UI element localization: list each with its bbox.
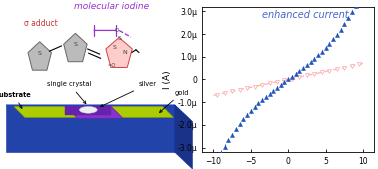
Polygon shape <box>6 105 175 152</box>
Text: S: S <box>38 51 42 56</box>
Text: S: S <box>112 45 116 50</box>
Text: N: N <box>122 50 127 55</box>
Y-axis label: I (A): I (A) <box>163 70 172 89</box>
Text: substrate: substrate <box>0 92 32 108</box>
Polygon shape <box>65 106 123 118</box>
Text: O: O <box>115 28 119 33</box>
Polygon shape <box>6 105 192 122</box>
Text: silver: silver <box>101 81 157 107</box>
Polygon shape <box>106 38 132 67</box>
Polygon shape <box>65 106 111 115</box>
Polygon shape <box>28 42 51 70</box>
Text: σ adduct: σ adduct <box>24 19 57 28</box>
Polygon shape <box>64 33 87 62</box>
Text: enhanced current: enhanced current <box>262 10 349 20</box>
Text: gold: gold <box>160 90 189 112</box>
Text: S: S <box>118 36 122 41</box>
Text: S: S <box>73 42 77 47</box>
Text: =O: =O <box>108 63 116 68</box>
Text: molecular iodine: molecular iodine <box>74 2 149 11</box>
Ellipse shape <box>79 106 97 113</box>
Polygon shape <box>175 105 192 169</box>
Polygon shape <box>111 106 174 117</box>
Text: single crystal: single crystal <box>47 81 91 104</box>
Polygon shape <box>14 106 76 117</box>
